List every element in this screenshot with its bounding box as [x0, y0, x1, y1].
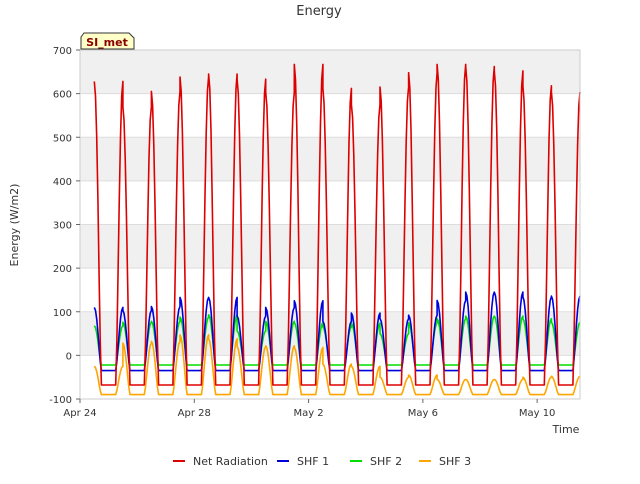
- legend-label: SHF 3: [439, 455, 471, 468]
- x-axis-ticks: Apr 24 Apr 28 May 2 May 6 May 10: [63, 399, 555, 419]
- y-axis-ticks: -100 0 100 200 300 400 500 600 700: [49, 46, 80, 406]
- y-tick-label: 600: [53, 90, 72, 101]
- series-layer: [93, 63, 581, 396]
- chart-title: Energy: [296, 4, 342, 19]
- x-tick-label: May 10: [519, 408, 556, 419]
- series-line: [93, 291, 581, 372]
- legend-label: Net Radiation: [193, 455, 268, 468]
- background-band: [80, 50, 580, 94]
- y-tick-label: 700: [53, 46, 72, 57]
- series-line: [93, 334, 581, 396]
- y-tick-label: 200: [53, 264, 72, 275]
- x-tick-label: Apr 28: [178, 408, 211, 419]
- y-axis-label: Energy (W/m2): [8, 184, 21, 267]
- series-line: [93, 63, 581, 386]
- x-axis-label: Time: [552, 423, 580, 436]
- legend: Net Radiation SHF 1 SHF 2 SHF 3: [173, 455, 471, 468]
- y-tick-label: 100: [53, 308, 72, 319]
- x-tick-label: May 2: [293, 408, 323, 419]
- y-tick-label: 400: [53, 177, 72, 188]
- site-badge-label: SI_met: [86, 36, 128, 49]
- background-band: [80, 224, 580, 269]
- legend-label: SHF 1: [297, 455, 329, 468]
- y-tick-label: 0: [66, 351, 72, 362]
- background-band: [80, 311, 580, 356]
- y-tick-label: 300: [53, 221, 72, 232]
- x-tick-label: May 6: [408, 408, 438, 419]
- site-badge: SI_met: [80, 32, 135, 50]
- legend-label: SHF 2: [370, 455, 402, 468]
- y-tick-label: -100: [49, 395, 72, 406]
- y-tick-label: 500: [53, 133, 72, 144]
- x-tick-label: Apr 24: [63, 408, 96, 419]
